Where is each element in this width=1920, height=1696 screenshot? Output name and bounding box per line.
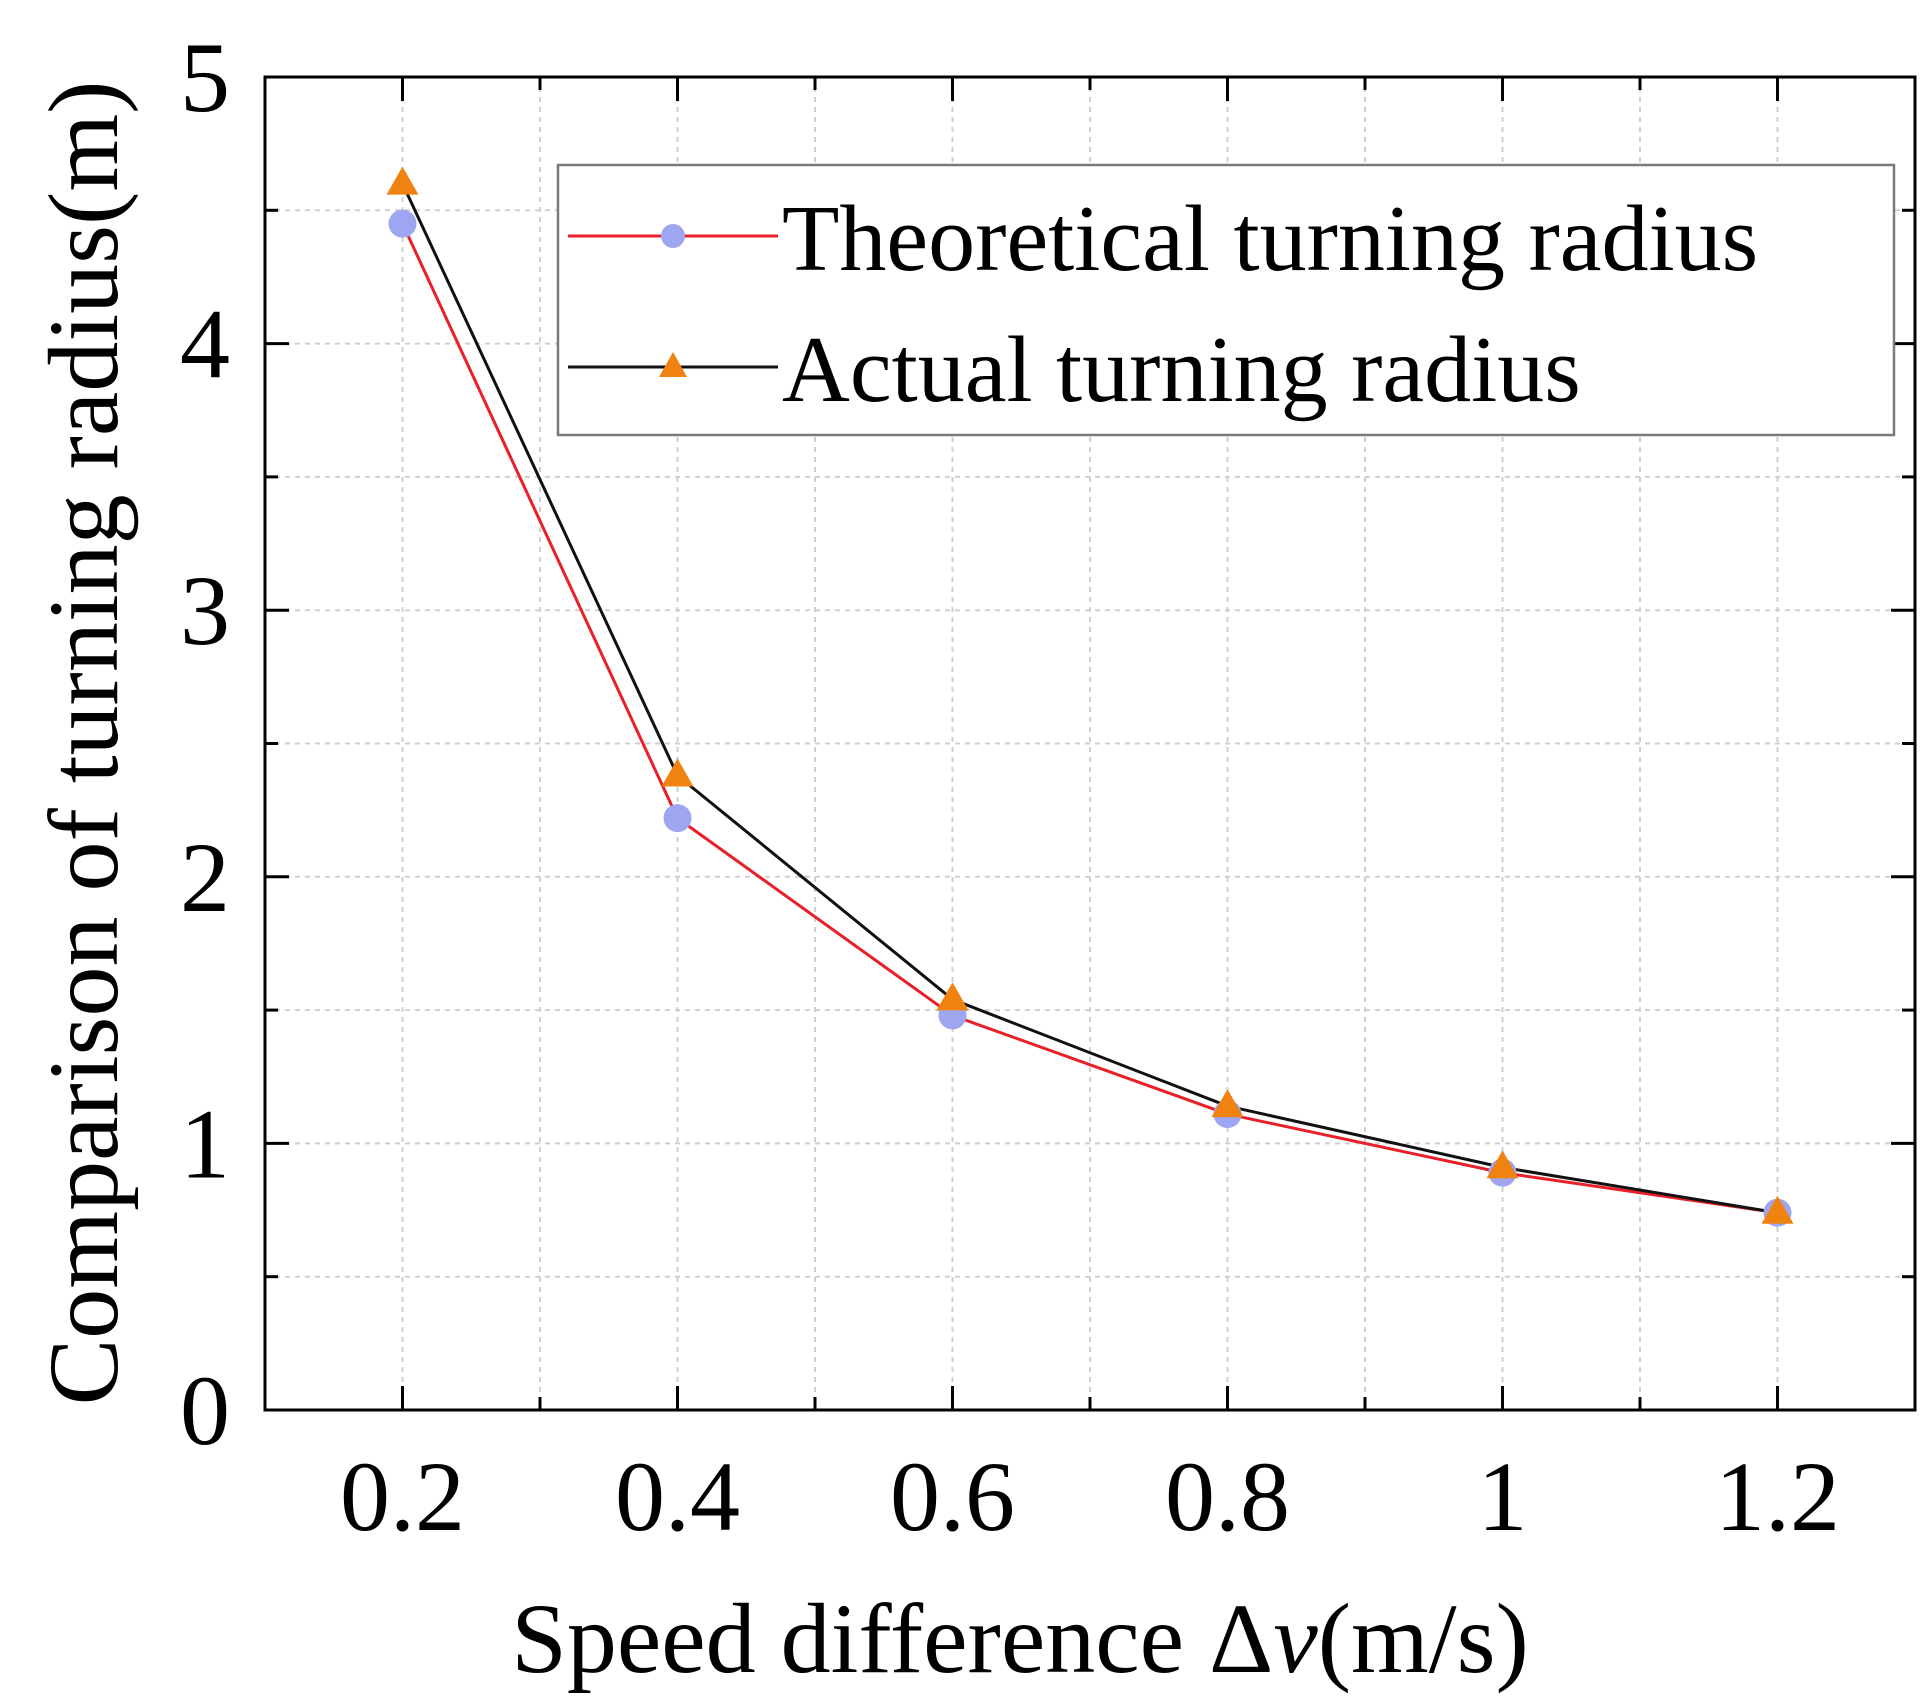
y-tick-label: 2: [180, 822, 230, 933]
x-tick-label: 0.4: [615, 1441, 740, 1552]
y-tick-label: 4: [180, 289, 230, 400]
actual-series-line: [401, 183, 1778, 1215]
x-tick-label: 1.2: [1715, 1441, 1840, 1552]
x-tick-label: 0.8: [1165, 1441, 1290, 1552]
theoretical-point: [663, 804, 692, 833]
y-tick-label: 1: [180, 1088, 230, 1199]
legend-box: [556, 163, 1896, 437]
actual-point: [386, 166, 419, 195]
y-tick-label: 0: [180, 1355, 230, 1466]
legend: Theoretical turning radius Actual turnin…: [556, 163, 1896, 437]
actual-point: [1486, 1150, 1519, 1179]
legend-theoretical-label: Theoretical turning radius: [782, 187, 1758, 291]
actual-point: [1211, 1089, 1244, 1118]
x-tick-labels: 0.2 0.4 0.6 0.8 1 1.2: [340, 1441, 1840, 1552]
x-label-variable: v: [1273, 1583, 1318, 1694]
actual-point: [936, 982, 969, 1011]
y-axis-label: Comparison of turning radius(m): [28, 81, 139, 1406]
x-tick-label: 1: [1478, 1441, 1528, 1552]
x-tick-label: 0.6: [890, 1441, 1015, 1552]
legend-theoretical-marker: [661, 224, 685, 248]
legend-actual-label: Actual turning radius: [782, 318, 1581, 422]
theoretical-point: [388, 209, 417, 238]
theoretical-series-line: [401, 223, 1778, 1215]
axis-ticks: [265, 75, 1915, 1412]
y-tick-label: 5: [180, 22, 230, 133]
x-tick-label: 0.2: [340, 1441, 465, 1552]
x-axis-label: Speed difference Δv(m/s): [511, 1583, 1529, 1694]
series-layer: [386, 166, 1794, 1227]
y-tick-labels: 0 1 2 3 4 5: [180, 22, 230, 1466]
actual-point: [1761, 1195, 1794, 1224]
actual-point: [661, 758, 694, 787]
x-label-suffix: (m/s): [1318, 1583, 1529, 1694]
x-label-prefix: Speed difference Δ: [511, 1583, 1273, 1694]
y-tick-label: 3: [180, 555, 230, 666]
legend-actual-marker: [659, 352, 687, 377]
